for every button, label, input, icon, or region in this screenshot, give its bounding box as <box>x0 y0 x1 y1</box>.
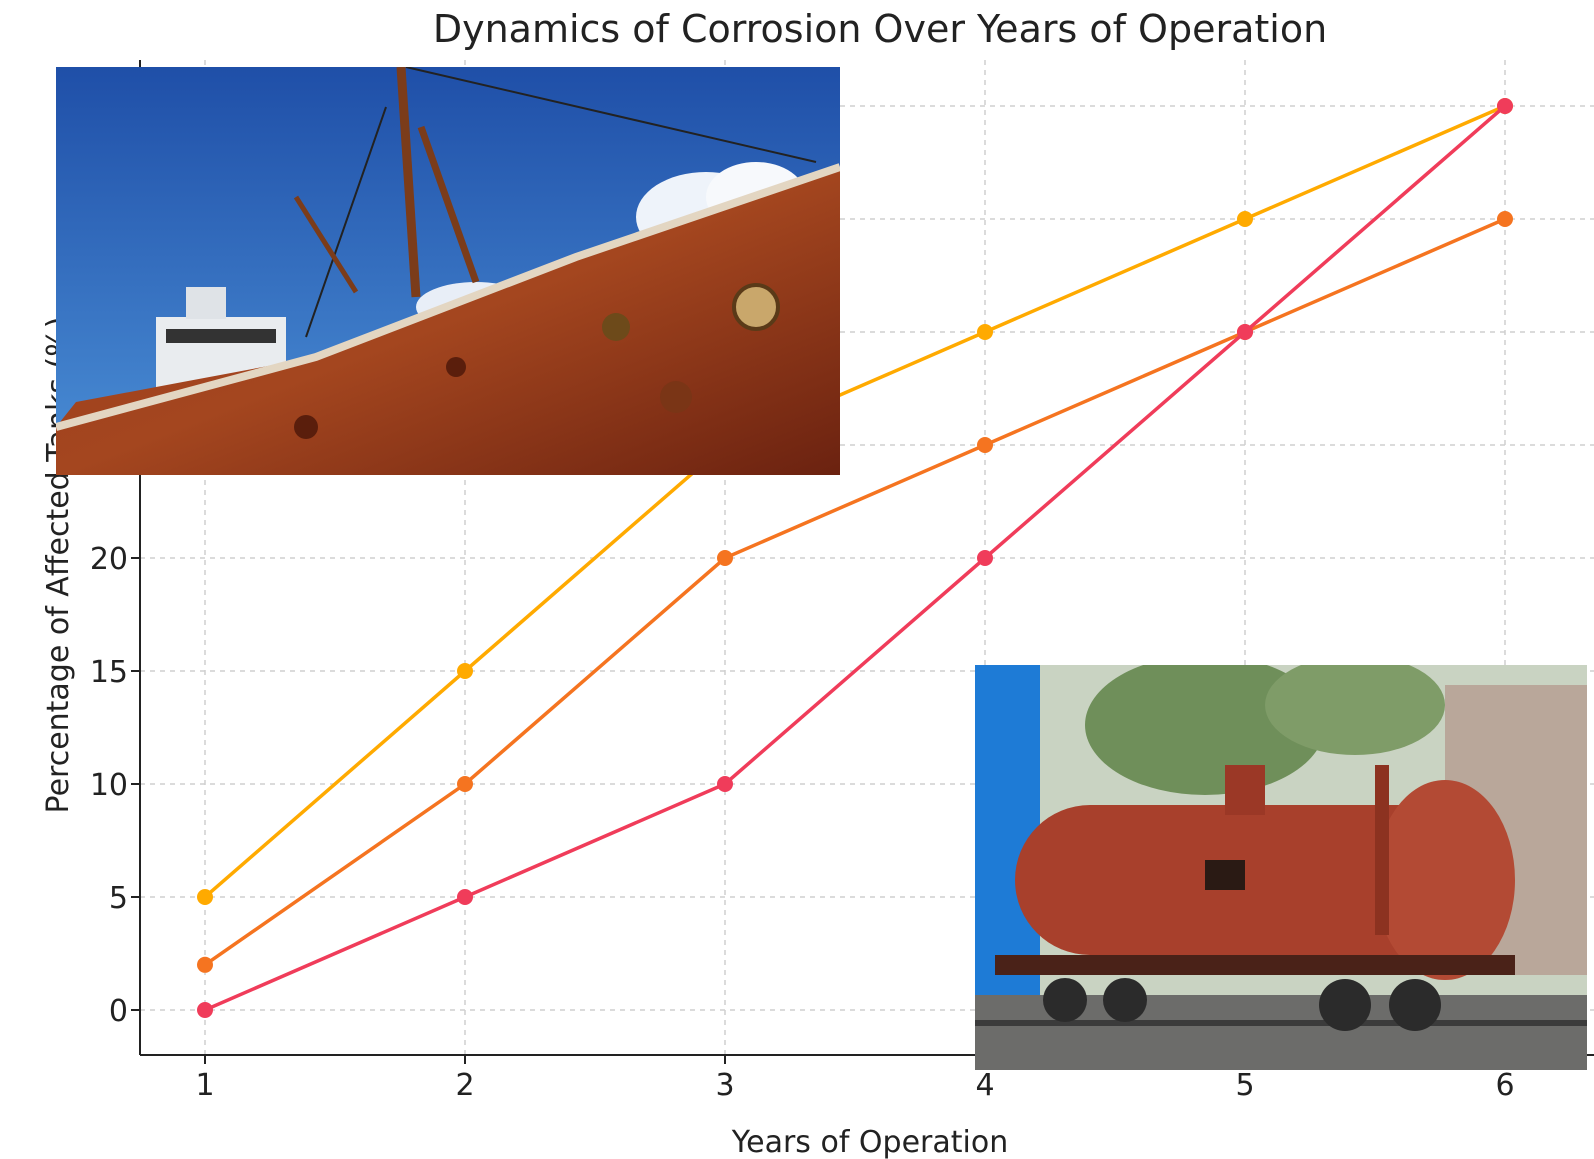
data-point <box>457 889 473 905</box>
data-point <box>457 776 473 792</box>
data-point <box>977 324 993 340</box>
data-point <box>457 663 473 679</box>
data-point <box>717 776 733 792</box>
data-point <box>197 1002 213 1018</box>
data-point <box>1237 211 1253 227</box>
y-tick-label: 10 <box>90 768 128 803</box>
data-point <box>197 889 213 905</box>
x-axis-label: Years of Operation <box>731 1125 1008 1159</box>
series-line-3 <box>204 104 1507 1012</box>
x-ticks: 1 2 3 4 5 6 <box>195 1055 1515 1103</box>
x-tick-label: 4 <box>975 1068 994 1103</box>
y-ticks: 0 5 10 15 20 <box>90 105 140 1029</box>
x-tick-label: 5 <box>1235 1068 1254 1103</box>
rusty-ship-photo <box>56 67 840 475</box>
x-tick-label: 1 <box>195 1068 214 1103</box>
data-point <box>1497 211 1513 227</box>
data-point <box>1497 98 1513 114</box>
chart-title: Dynamics of Corrosion Over Years of Oper… <box>433 7 1327 51</box>
x-tick-label: 2 <box>455 1068 474 1103</box>
y-tick-label: 15 <box>90 655 128 690</box>
data-point <box>977 550 993 566</box>
y-tick-label: 20 <box>90 542 128 577</box>
y-tick-label: 5 <box>109 881 128 916</box>
data-point <box>197 956 213 973</box>
x-tick-label: 6 <box>1495 1068 1514 1103</box>
series-line-2 <box>204 217 1506 967</box>
y-tick-label: 0 <box>109 994 128 1029</box>
x-tick-label: 3 <box>715 1068 734 1103</box>
series-group <box>197 98 1513 1018</box>
data-point <box>1237 324 1253 340</box>
data-point <box>717 550 733 566</box>
data-point <box>977 437 993 453</box>
rail-tank-car-photo <box>975 665 1587 1070</box>
series-line-1 <box>203 104 1506 899</box>
